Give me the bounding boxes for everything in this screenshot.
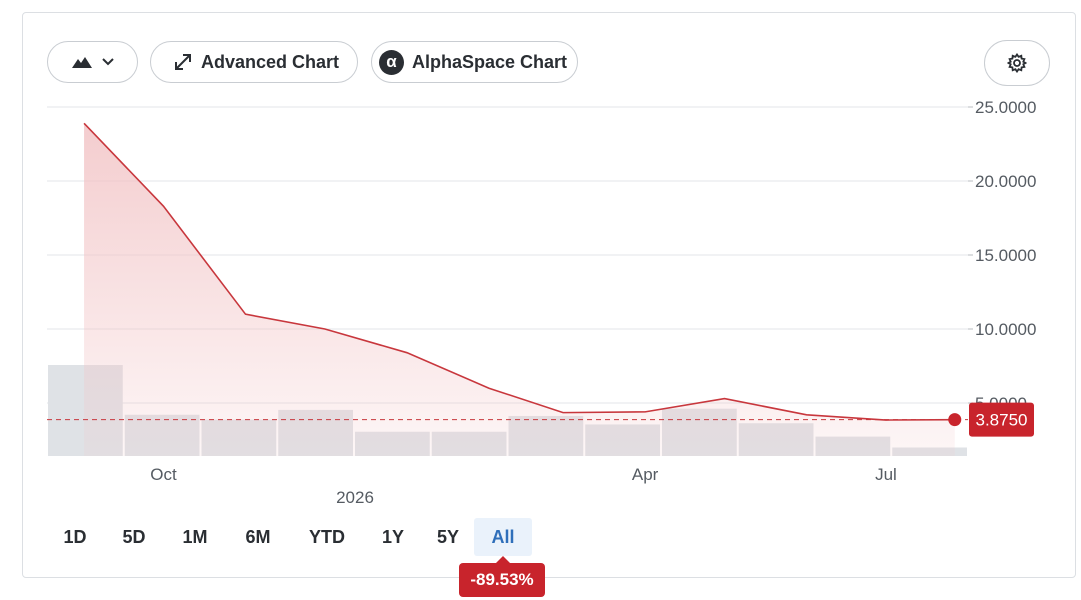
- range-5y[interactable]: 5Y: [436, 527, 460, 547]
- range-1d[interactable]: 1D: [63, 527, 87, 547]
- x-tick-label: Apr: [632, 465, 659, 484]
- mountain-area-icon: [71, 57, 92, 68]
- range-all[interactable]: All: [474, 518, 532, 556]
- price-line: [83, 122, 955, 421]
- range-1y[interactable]: 1Y: [381, 527, 405, 547]
- alphaspace-chart-label: AlphaSpace Chart: [412, 51, 568, 72]
- last-price-dot: [948, 413, 962, 427]
- alpha-logo-icon: α: [379, 49, 404, 75]
- price-area: [84, 123, 955, 456]
- x-tick-label: Jul: [875, 465, 897, 484]
- settings-button[interactable]: [984, 40, 1050, 86]
- year-label: 2026: [336, 488, 374, 507]
- gear-icon: [1007, 53, 1027, 73]
- advanced-chart-button[interactable]: Advanced Chart: [150, 41, 358, 83]
- chart-type-dropdown[interactable]: [47, 41, 138, 83]
- expand-arrows-icon: [175, 54, 191, 70]
- range-1m[interactable]: 1M: [182, 527, 208, 547]
- chevron-down-icon: [101, 58, 114, 66]
- range-ytd[interactable]: YTD: [309, 527, 345, 547]
- advanced-chart-label: Advanced Chart: [201, 51, 340, 72]
- y-tick-label: 15.0000: [975, 246, 1036, 265]
- range-5d[interactable]: 5D: [122, 527, 146, 547]
- y-tick-label: 10.0000: [975, 320, 1036, 339]
- last-price-label: 3.8750: [976, 411, 1028, 430]
- y-tick-label: 25.0000: [975, 98, 1036, 117]
- last-price-badge: [969, 402, 1034, 437]
- x-tick-label: Oct: [150, 465, 177, 484]
- alphaspace-chart-button[interactable]: α AlphaSpace Chart: [371, 41, 578, 83]
- y-tick-label: 20.0000: [975, 172, 1036, 191]
- change-badge: -89.53%: [459, 556, 545, 597]
- range-6m[interactable]: 6M: [245, 527, 271, 547]
